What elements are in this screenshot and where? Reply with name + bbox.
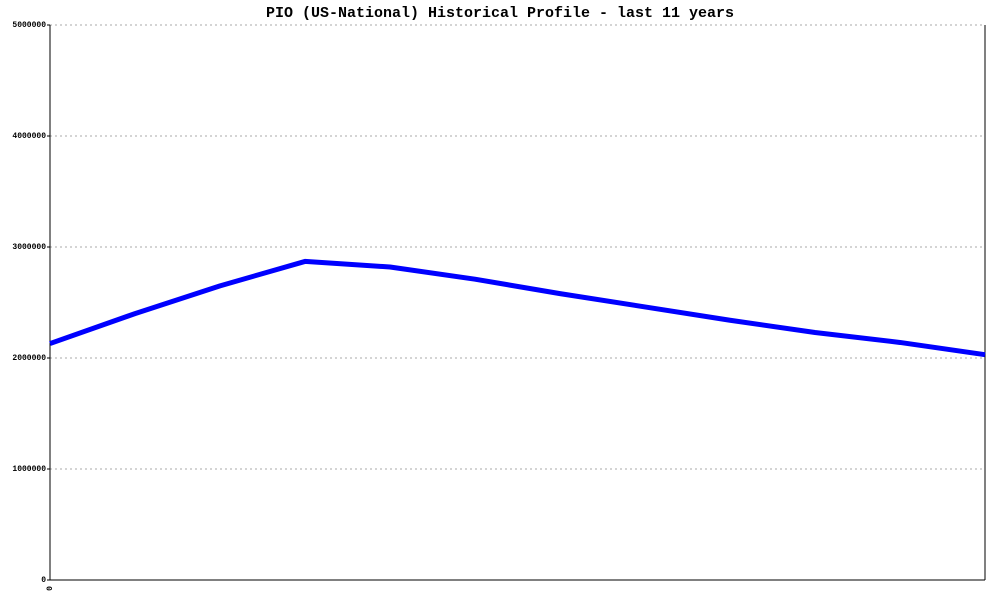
y-tick-label: 4000000: [12, 132, 46, 141]
x-tick-label: 0: [46, 586, 55, 591]
data-line: [49, 258, 986, 358]
y-tick-label: 3000000: [12, 243, 46, 252]
y-tick-label: 0: [41, 576, 46, 585]
chart-title: PIO (US-National) Historical Profile - l…: [266, 5, 734, 22]
y-tick-label: 5000000: [12, 21, 46, 30]
y-tick-label: 2000000: [12, 354, 46, 363]
y-tick-label: 1000000: [12, 465, 46, 474]
